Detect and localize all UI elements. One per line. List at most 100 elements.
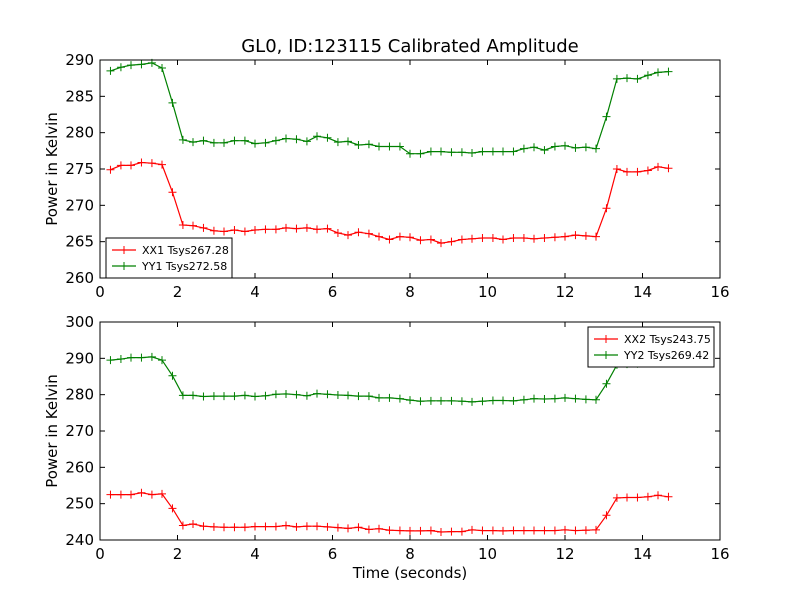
data-point (571, 231, 580, 240)
data-point (530, 234, 538, 243)
data-point (344, 231, 352, 240)
data-point (271, 522, 280, 531)
legend: XX2 Tsys243.75 YY2 Tsys269.42 (587, 326, 715, 368)
data-point (395, 526, 404, 535)
data-point (457, 148, 466, 157)
data-point (375, 142, 383, 151)
data-point (116, 63, 125, 72)
data-point (220, 523, 228, 532)
data-point (261, 391, 270, 400)
y-tick-label: 265 (65, 233, 94, 251)
data-point (592, 232, 600, 241)
data-point (106, 356, 115, 365)
data-point (664, 164, 673, 173)
y-tick-label: 260 (65, 458, 94, 476)
data-point (323, 522, 332, 531)
data-point (406, 149, 414, 158)
data-point (416, 526, 425, 535)
data-point (292, 224, 301, 233)
data-point (395, 394, 404, 403)
data-point (251, 226, 259, 235)
data-point (385, 235, 394, 244)
data-point (344, 391, 352, 400)
data-point (602, 112, 611, 121)
data-point (106, 490, 115, 499)
data-point (209, 138, 218, 147)
y-tick-label: 270 (65, 196, 94, 214)
data-point (199, 136, 208, 145)
data-point (519, 526, 528, 535)
legend-label: YY2 Tsys269.42 (623, 349, 709, 362)
x-tick-label: 16 (710, 545, 729, 563)
x-tick-label: 14 (633, 283, 652, 301)
data-point (344, 137, 352, 146)
data-point (282, 134, 290, 143)
data-point (561, 393, 569, 402)
data-point (478, 147, 487, 156)
data-point (127, 353, 135, 362)
data-point (116, 355, 125, 364)
data-point (499, 147, 507, 156)
data-point (437, 396, 445, 405)
data-point (230, 523, 239, 532)
data-point (581, 143, 590, 152)
data-point (643, 166, 652, 175)
x-tick-label: 12 (555, 545, 574, 563)
y-tick-label: 260 (65, 269, 94, 287)
data-point (292, 135, 301, 144)
data-point (571, 143, 580, 152)
data-point (333, 523, 342, 532)
data-point (406, 396, 414, 405)
data-point (178, 135, 187, 144)
y-tick-label: 270 (65, 422, 94, 440)
data-point (488, 396, 497, 405)
data-point (220, 138, 228, 147)
data-point (230, 226, 239, 235)
data-point (550, 142, 559, 151)
data-point (416, 149, 425, 158)
legend: XX1 Tsys267.28 YY1 Tsys272.58 (105, 237, 233, 279)
data-point (437, 239, 445, 248)
data-point (602, 379, 611, 388)
data-point (127, 161, 135, 170)
data-point (313, 389, 321, 398)
x-tick-label: 16 (710, 283, 729, 301)
data-point (478, 526, 487, 535)
data-point (199, 392, 208, 401)
data-point (612, 165, 621, 173)
data-point (540, 234, 549, 243)
data-point (282, 521, 290, 530)
data-point (509, 234, 518, 243)
data-point (395, 232, 404, 241)
data-point (509, 147, 518, 156)
y-tick-label: 250 (65, 495, 94, 513)
data-point (643, 492, 652, 501)
data-point (240, 136, 249, 145)
data-point (127, 61, 135, 70)
data-point (364, 140, 373, 149)
data-point (478, 234, 487, 243)
data-point (592, 395, 600, 404)
data-point (571, 526, 580, 535)
data-point (509, 526, 518, 535)
data-point (106, 165, 115, 174)
data-point (623, 167, 631, 176)
data-point (364, 392, 373, 401)
data-point (240, 391, 249, 400)
x-tick-label: 4 (250, 283, 260, 301)
data-point (530, 394, 538, 403)
data-point (406, 233, 414, 242)
data-point (354, 141, 363, 150)
data-point (240, 227, 249, 236)
data-point (302, 137, 311, 146)
legend-label: XX1 Tsys267.28 (142, 244, 229, 257)
data-point (519, 395, 528, 404)
data-point (561, 525, 569, 534)
data-point (375, 232, 383, 241)
data-point (426, 235, 435, 244)
data-point (540, 526, 549, 535)
data-point (333, 391, 342, 400)
data-point (457, 397, 466, 406)
data-point (468, 234, 476, 243)
